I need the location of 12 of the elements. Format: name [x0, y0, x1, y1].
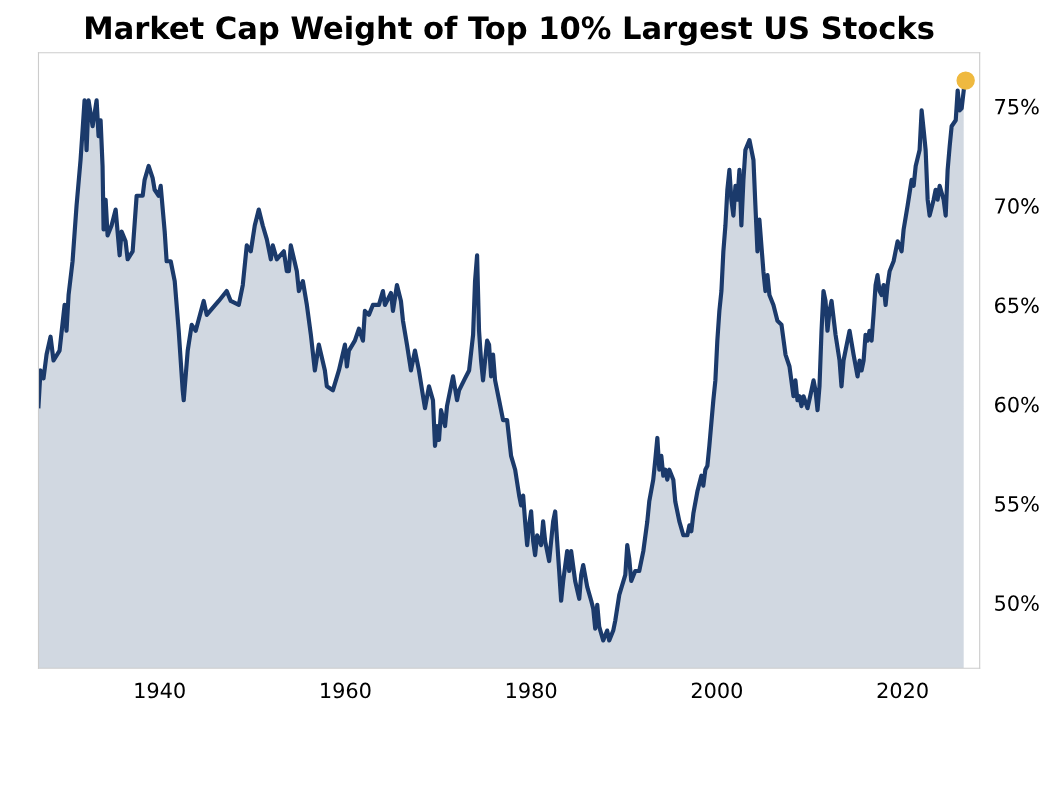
y-tick-label: 75%	[995, 98, 1039, 115]
x-tick-label: 2020	[877, 682, 928, 699]
y-tick-label: 70%	[995, 198, 1039, 214]
y-tick-label: 65%	[995, 297, 1039, 314]
chart-title: Market Cap Weight of Top 10% Largest US Stocks	[86, 15, 934, 46]
y-tick-label: 50%	[995, 595, 1039, 611]
y-tick-label: 55%	[995, 495, 1039, 512]
x-tick-label: 1940	[135, 682, 185, 699]
y-tick-label: 60%	[995, 396, 1039, 413]
x-tick-label: 2000	[691, 682, 742, 699]
x-tick-label: 1980	[506, 682, 557, 699]
x-tick-label: 1960	[321, 682, 371, 699]
